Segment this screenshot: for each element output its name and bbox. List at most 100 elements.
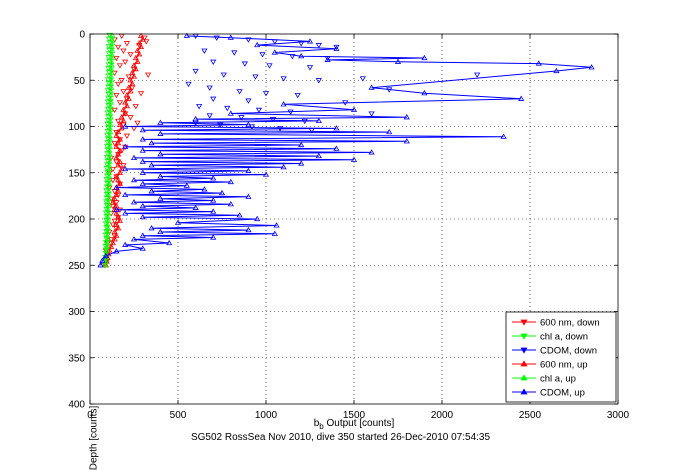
data-point xyxy=(139,136,146,142)
data-point xyxy=(118,148,125,154)
data-point xyxy=(108,65,115,72)
data-point xyxy=(298,141,305,148)
data-point xyxy=(108,73,115,79)
data-point xyxy=(125,84,132,90)
data-point xyxy=(115,151,122,157)
data-point xyxy=(113,221,120,227)
data-point xyxy=(105,55,112,61)
data-point xyxy=(262,171,270,177)
data-point xyxy=(108,77,115,83)
data-point xyxy=(315,43,322,49)
data-point xyxy=(111,218,118,225)
data-point xyxy=(122,99,129,105)
data-point xyxy=(139,169,146,175)
data-point xyxy=(108,91,115,98)
data-point xyxy=(108,51,115,57)
data-point xyxy=(113,55,120,62)
data-point xyxy=(106,173,113,179)
data-point xyxy=(106,151,113,157)
data-point xyxy=(111,107,118,114)
data-point xyxy=(106,125,113,131)
data-point xyxy=(143,39,150,45)
data-point xyxy=(227,34,234,40)
data-point xyxy=(113,143,120,149)
data-point xyxy=(266,63,273,69)
data-point xyxy=(115,213,122,220)
data-point xyxy=(103,243,110,249)
legend-label: chl a, up xyxy=(540,374,576,385)
data-point xyxy=(535,60,542,66)
data-point xyxy=(252,74,259,80)
data-point xyxy=(104,239,111,246)
data-point xyxy=(227,110,234,116)
x-tick-label: 500 xyxy=(170,410,187,421)
data-point xyxy=(122,210,129,216)
data-point xyxy=(238,115,245,121)
data-point xyxy=(298,53,305,59)
data-point xyxy=(104,88,112,94)
data-point xyxy=(157,228,164,235)
data-point xyxy=(105,176,112,183)
data-point xyxy=(132,54,139,61)
data-point xyxy=(269,117,277,123)
data-point xyxy=(227,178,234,185)
data-point xyxy=(201,186,208,192)
y-tick-label: 0 xyxy=(79,30,85,41)
legend-label: chl a, down xyxy=(540,332,588,343)
data-point xyxy=(421,54,428,61)
data-point xyxy=(137,32,145,38)
data-point xyxy=(122,191,129,198)
data-point xyxy=(102,252,109,259)
data-point xyxy=(115,188,122,194)
data-point xyxy=(108,58,115,64)
data-point xyxy=(118,78,125,84)
data-point xyxy=(106,32,113,39)
data-point xyxy=(107,106,114,112)
data-point xyxy=(245,167,252,173)
data-point xyxy=(109,40,116,46)
data-point xyxy=(185,81,192,88)
data-point xyxy=(245,121,252,127)
data-point xyxy=(104,228,111,235)
legend-marker xyxy=(520,333,528,340)
data-point xyxy=(113,132,120,138)
data-point xyxy=(500,133,507,139)
data-point xyxy=(113,191,120,198)
data-point xyxy=(294,92,301,99)
data-point xyxy=(104,232,111,238)
data-point xyxy=(116,147,124,153)
data-point xyxy=(245,37,252,43)
data-point xyxy=(111,195,118,201)
data-point xyxy=(107,99,115,105)
data-point xyxy=(116,63,124,69)
data-point xyxy=(144,72,152,78)
data-point xyxy=(241,61,248,67)
data-point xyxy=(97,262,104,268)
data-point xyxy=(118,114,125,120)
data-point xyxy=(201,48,208,54)
data-point xyxy=(106,165,113,172)
data-point xyxy=(111,141,118,147)
data-point xyxy=(333,44,340,51)
y-tick-label: 50 xyxy=(74,76,86,87)
data-point xyxy=(105,210,112,216)
data-point xyxy=(116,100,124,106)
x-tick-label: 3000 xyxy=(607,410,630,421)
data-point xyxy=(588,64,595,70)
data-point xyxy=(105,202,112,209)
data-point xyxy=(333,125,340,131)
y-tick-label: 250 xyxy=(68,261,85,272)
data-point xyxy=(148,225,155,231)
data-point xyxy=(236,89,243,95)
data-point xyxy=(518,95,525,101)
data-point xyxy=(105,199,112,205)
y-tick-label: 100 xyxy=(68,122,85,133)
data-point xyxy=(224,105,231,112)
data-point xyxy=(120,48,127,54)
data-point xyxy=(108,243,115,249)
data-point xyxy=(394,58,402,64)
data-point xyxy=(108,84,115,90)
data-point xyxy=(127,88,134,94)
data-point xyxy=(116,180,124,186)
data-point xyxy=(118,165,125,172)
